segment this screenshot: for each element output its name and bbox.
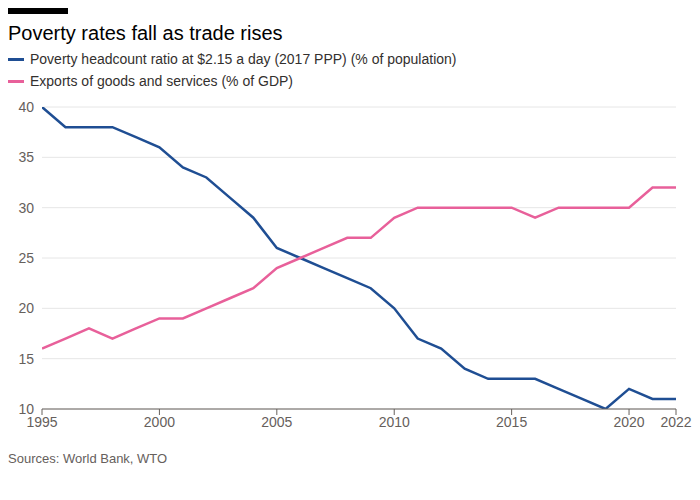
svg-text:15: 15 xyxy=(18,351,34,367)
svg-text:2005: 2005 xyxy=(261,414,292,430)
svg-text:2015: 2015 xyxy=(496,414,527,430)
svg-text:10: 10 xyxy=(18,401,34,417)
html-text:Poverty rates fall as trade ri: Poverty rates fall as trade rises xyxy=(8,22,283,44)
html-text:Exports of goods and services: Exports of goods and services (% of GDP) xyxy=(30,73,293,89)
svg-text:2022: 2022 xyxy=(660,414,691,430)
html-text:Sources: World Bank, WTO: Sources: World Bank, WTO xyxy=(8,451,168,466)
svg-text:2020: 2020 xyxy=(613,414,644,430)
html-text:Poverty headcount ratio at $2.: Poverty headcount ratio at $2.15 a day (… xyxy=(30,51,457,67)
svg-text:40: 40 xyxy=(18,99,34,115)
svg-text:25: 25 xyxy=(18,250,34,266)
svg-text:35: 35 xyxy=(18,149,34,165)
svg-text:20: 20 xyxy=(18,300,34,316)
svg-text:30: 30 xyxy=(18,200,34,216)
svg-text:2000: 2000 xyxy=(144,414,175,430)
svg-text:1995: 1995 xyxy=(26,413,58,430)
svg-text:2010: 2010 xyxy=(379,414,410,430)
